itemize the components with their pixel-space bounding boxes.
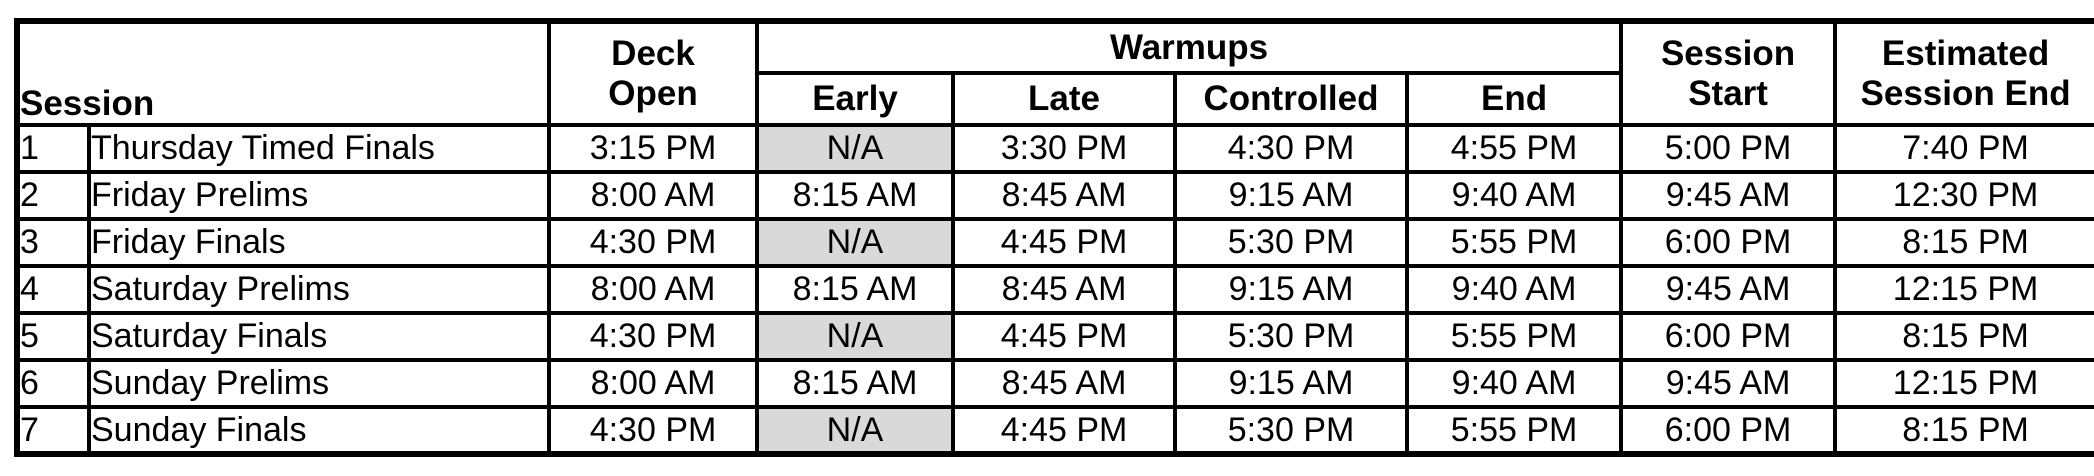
warmup-controlled-time: 9:15 AM xyxy=(1173,358,1410,409)
session-number: 6 xyxy=(15,358,91,409)
table-row-session-6: 6 Sunday Prelims 8:00 AM 8:15 AM 8:45 AM… xyxy=(15,358,2094,409)
deck-open-line-2: Open xyxy=(608,73,698,113)
column-header-session: Session xyxy=(14,19,552,127)
deck-open-time: 8:00 AM xyxy=(547,358,760,409)
session-number: 7 xyxy=(15,405,91,456)
warmup-late-time: 8:45 AM xyxy=(951,170,1178,221)
table-row-session-5: 5 Saturday Finals 4:30 PM N/A 4:45 PM 5:… xyxy=(15,311,2094,362)
warmup-controlled-time: 9:15 AM xyxy=(1173,170,1410,221)
estimated-session-end-time: 8:15 PM xyxy=(1833,311,2094,362)
deck-open-time: 4:30 PM xyxy=(547,311,760,362)
session-name: Saturday Finals xyxy=(86,311,552,362)
column-header-deck-open: Deck Open xyxy=(547,19,760,127)
session-number: 3 xyxy=(15,217,91,268)
estimated-session-end-time: 12:30 PM xyxy=(1833,170,2094,221)
warmup-early-time: 8:15 AM xyxy=(755,264,956,315)
session-name: Sunday Finals xyxy=(86,405,552,456)
deck-open-time: 4:30 PM xyxy=(547,405,760,456)
deck-open-time: 4:30 PM xyxy=(547,217,760,268)
deck-open-time: 8:00 AM xyxy=(547,170,760,221)
session-name: Sunday Prelims xyxy=(86,358,552,409)
session-schedule-table: Session Deck Open Warmups Session Start … xyxy=(14,18,2094,457)
header-row-2: Early Late Controlled End xyxy=(17,71,2094,127)
warmup-late-time: 4:45 PM xyxy=(951,217,1178,268)
session-start-line-1: Session xyxy=(1660,34,1796,74)
session-start-time: 9:45 AM xyxy=(1619,170,1838,221)
estimated-session-end-time: 7:40 PM xyxy=(1833,123,2094,174)
session-start-time: 9:45 AM xyxy=(1619,264,1838,315)
header-row-1: Session Deck Open Warmups Session Start … xyxy=(14,19,2094,127)
session-start-line-2: Start xyxy=(1688,73,1768,113)
warmup-late-time: 4:45 PM xyxy=(951,311,1178,362)
table-row-session-4: 4 Saturday Prelims 8:00 AM 8:15 AM 8:45 … xyxy=(15,264,2094,315)
warmup-early-time: N/A xyxy=(755,311,956,362)
session-number: 4 xyxy=(15,264,91,315)
column-header-warmup-early: Early xyxy=(755,71,956,127)
session-name: Thursday Timed Finals xyxy=(86,123,552,174)
warmup-late-time: 8:45 AM xyxy=(951,264,1178,315)
session-name: Friday Finals xyxy=(86,217,552,268)
warmup-late-time: 4:45 PM xyxy=(951,405,1178,456)
warmup-early-time: 8:15 AM xyxy=(755,170,956,221)
warmup-end-time: 5:55 PM xyxy=(1405,405,1624,456)
estimated-session-end-line-2: Session End xyxy=(1860,73,2071,113)
session-start-time: 6:00 PM xyxy=(1619,311,1838,362)
session-start-time: 5:00 PM xyxy=(1619,123,1838,174)
warmup-controlled-time: 5:30 PM xyxy=(1173,311,1410,362)
warmup-late-time: 3:30 PM xyxy=(951,123,1178,174)
column-group-header-warmups: Warmups xyxy=(755,19,1624,75)
warmup-late-time: 8:45 AM xyxy=(951,358,1178,409)
session-name: Saturday Prelims xyxy=(86,264,552,315)
column-header-warmup-controlled: Controlled xyxy=(1173,71,1410,127)
warmup-controlled-time: 9:15 AM xyxy=(1173,264,1410,315)
deck-open-time: 3:15 PM xyxy=(547,123,760,174)
column-header-estimated-session-end: Estimated Session End xyxy=(1833,19,2094,127)
warmup-end-time: 5:55 PM xyxy=(1405,217,1624,268)
column-header-session-start: Session Start xyxy=(1619,19,1838,127)
estimated-session-end-time: 12:15 PM xyxy=(1833,264,2094,315)
warmup-end-time: 9:40 AM xyxy=(1405,358,1624,409)
session-start-time: 9:45 AM xyxy=(1619,358,1838,409)
session-number: 2 xyxy=(15,170,91,221)
warmup-end-time: 9:40 AM xyxy=(1405,170,1624,221)
warmup-early-time: 8:15 AM xyxy=(755,358,956,409)
session-name: Friday Prelims xyxy=(86,170,552,221)
estimated-session-end-time: 8:15 PM xyxy=(1833,217,2094,268)
table-row-session-2: 2 Friday Prelims 8:00 AM 8:15 AM 8:45 AM… xyxy=(15,170,2094,221)
table-row-session-3: 3 Friday Finals 4:30 PM N/A 4:45 PM 5:30… xyxy=(15,217,2094,268)
warmup-early-time: N/A xyxy=(755,217,956,268)
warmup-early-time: N/A xyxy=(755,405,956,456)
warmup-controlled-time: 5:30 PM xyxy=(1173,405,1410,456)
estimated-session-end-line-1: Estimated xyxy=(1881,34,2050,74)
warmup-early-time: N/A xyxy=(755,123,956,174)
estimated-session-end-time: 12:15 PM xyxy=(1833,358,2094,409)
warmup-controlled-time: 5:30 PM xyxy=(1173,217,1410,268)
table-row-session-1: 1 Thursday Timed Finals 3:15 PM N/A 3:30… xyxy=(15,123,2094,174)
warmup-end-time: 5:55 PM xyxy=(1405,311,1624,362)
warmup-controlled-time: 4:30 PM xyxy=(1173,123,1410,174)
deck-open-time: 8:00 AM xyxy=(547,264,760,315)
warmup-end-time: 4:55 PM xyxy=(1405,123,1624,174)
estimated-session-end-time: 8:15 PM xyxy=(1833,405,2094,456)
session-number: 1 xyxy=(15,123,91,174)
deck-open-line-1: Deck xyxy=(611,34,695,74)
session-start-time: 6:00 PM xyxy=(1619,405,1838,456)
session-start-time: 6:00 PM xyxy=(1619,217,1838,268)
session-number: 5 xyxy=(15,311,91,362)
column-header-warmup-end: End xyxy=(1405,71,1624,127)
warmup-end-time: 9:40 AM xyxy=(1405,264,1624,315)
table-row-session-7: 7 Sunday Finals 4:30 PM N/A 4:45 PM 5:30… xyxy=(15,405,2094,456)
column-header-warmup-late: Late xyxy=(951,71,1178,127)
